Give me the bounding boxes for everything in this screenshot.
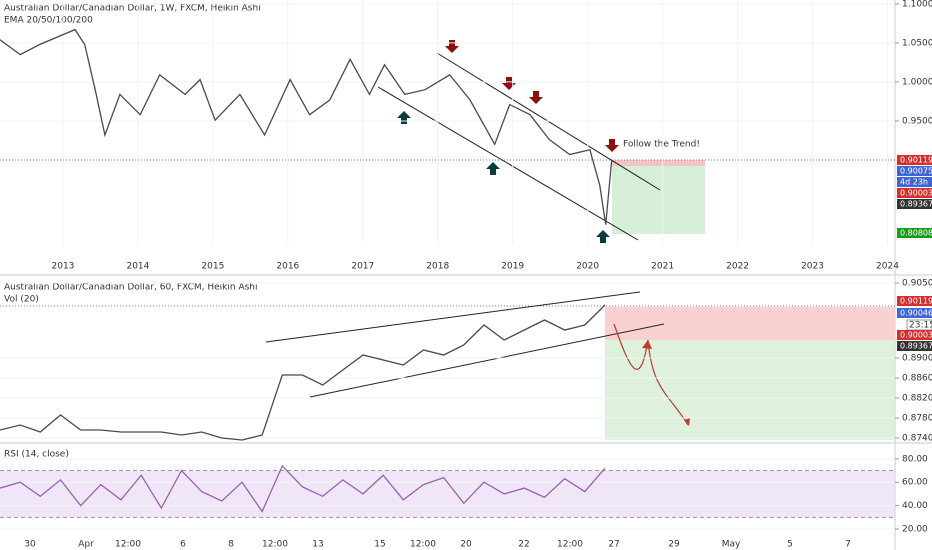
price-tag-box [897,228,932,238]
x-tick-label: 2019 [501,262,524,272]
x-tick-label: 7 [845,540,851,550]
price-tag-box [897,155,932,165]
price-tag-box [897,199,932,209]
price-tag: 23:15 [909,321,932,331]
x-tick-label: 2023 [801,262,824,272]
x-tick-label: Apr [78,540,94,550]
price-tag-box [897,341,932,351]
trend-line [436,52,661,191]
price-tag: 0.90075 [900,167,932,176]
x-tick-label: May [722,540,741,550]
price-tag-box [897,296,932,306]
price-tag: 0.90119 [900,156,932,165]
price-tag: 0.89367 [900,200,932,209]
x-tick-label: 12:00 [410,540,436,550]
x-tick-label: 12:00 [115,540,141,550]
x-tick-label: 22 [518,540,529,550]
x-tick-label: 8 [228,540,234,550]
y-tick-label: 40.00 [902,501,928,511]
price-tag-box [897,188,932,198]
x-tick-label: 2020 [576,262,599,272]
stop-zone [612,160,705,166]
trend-line [377,86,639,241]
price-line-series [0,464,606,513]
x-tick-label: 2018 [426,262,449,272]
top-indicator: EMA 20/50/100/200 [4,16,93,26]
y-tick-label: 20.00 [902,525,928,535]
annotation: Follow the Trend! [623,140,700,150]
x-tick-label: 6 [180,540,186,550]
price-tag: 0.90003 [900,331,932,340]
y-tick-label: 60.00 [902,478,928,488]
price-tag: 0.89367 [900,342,932,351]
channel-line [265,291,641,343]
price-tag-box [897,308,932,318]
price-tag: 0.80808 [900,229,932,238]
x-tick-label: 2022 [726,262,749,272]
projection-arrow [684,418,690,426]
projection-arrow [642,340,652,349]
x-tick-label: 12:00 [262,540,288,550]
x-tick-label: 20 [460,540,472,550]
x-tick-label: 2017 [351,262,374,272]
y-tick-label: 80.00 [902,454,928,464]
middle-title: Australian Dollar/Canadian Dollar, 60, F… [4,283,258,293]
y-tick-label: 1.00000 [902,77,932,87]
down-arrows [445,40,619,152]
x-tick-label: 2015 [201,262,224,272]
y-tick-label: 0.95000 [902,116,932,126]
stop-zone [605,307,895,340]
price-tag-box [897,330,932,340]
up-arrows [397,111,610,243]
x-tick-label: 5 [787,540,793,550]
price-tag-box [897,177,932,187]
price-tag: 0.90003 [900,189,932,198]
price-tag: 4d 23h [900,178,928,187]
rsi-band [0,470,895,518]
x-tick-label: 12:00 [557,540,583,550]
x-tick-label: 2021 [651,262,674,272]
x-tick-label: 30 [24,540,36,550]
target-zone [612,166,705,234]
x-tick-label: 15 [374,540,385,550]
x-tick-label: 2014 [126,262,149,272]
x-tick-label: 2016 [276,262,299,272]
volume-label: Vol (20) [4,295,39,305]
channel-line [309,323,665,398]
price-tag-box [897,166,932,176]
x-tick-label: 29 [668,540,680,550]
price-tag: 0.90119 [900,297,932,306]
price-tag: 0.90046 [900,309,932,318]
x-tick-label: 2024 [876,262,899,272]
target-zone [605,340,895,440]
top-title: Australian Dollar/Canadian Dollar, 1W, F… [4,4,261,14]
x-tick-label: 27 [608,540,619,550]
price-line-series [0,28,613,225]
rsi-title: RSI (14, close) [4,450,69,460]
y-tick-label: 1.05000 [902,38,932,48]
x-tick-label: 13 [312,540,323,550]
projection-path [613,323,689,426]
y-tick-label: 1.10000 [902,0,932,9]
x-tick-label: 2013 [52,262,75,272]
price-line-series [0,304,606,441]
